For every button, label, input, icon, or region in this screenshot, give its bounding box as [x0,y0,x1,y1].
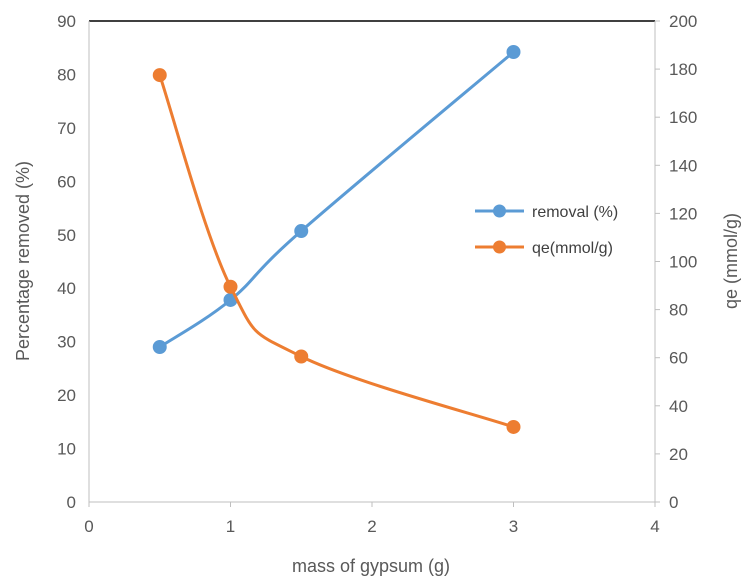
legend-label-qe: qe(mmol/g) [532,240,613,257]
x-tick-label: 1 [226,517,235,536]
y-tick-label: 40 [57,279,76,298]
tick-labels: 0 1 2 3 401020304050607080900204060801001201… [57,12,697,536]
legend: removal (%) qe(mmol/g) [475,204,618,257]
data-point-qe [506,419,521,434]
y-tick-label: 10 [57,440,76,459]
y2-tick-label: 100 [669,253,697,272]
y-tick-label: 20 [57,386,76,405]
y-tick-label: 50 [57,226,76,245]
series-line-removal [158,50,515,349]
data-point-removal [152,340,167,355]
series-layer [152,44,521,434]
y-axis-title: Percentage removed (%) [13,161,33,361]
x-tick-label: 4 [650,517,659,536]
x-tick-label: 3 [509,517,518,536]
legend-marker-removal [493,204,506,218]
y2-tick-label: 80 [669,301,688,320]
data-point-removal [506,44,521,59]
data-point-qe [152,68,167,83]
x-tick-label: 2 [367,517,376,536]
y2-tick-label: 20 [669,445,688,464]
y-tick-label: 60 [57,172,76,191]
y-tick-label: 30 [57,333,76,352]
y-tick-label: 70 [57,119,76,138]
y-tick-label: 90 [57,12,76,31]
y2-tick-label: 200 [669,12,697,31]
y2-tick-label: 120 [669,204,697,223]
data-point-removal [294,224,309,239]
legend-marker-qe [493,240,506,254]
y-tick-label: 80 [57,65,76,84]
data-point-qe [223,279,238,294]
legend-label-removal: removal (%) [532,204,618,221]
y2-tick-label: 60 [669,349,688,368]
series-line-qe [158,73,515,429]
x-tick-label: 0 [84,517,93,536]
data-point-qe [294,349,309,364]
y2-tick-label: 40 [669,397,688,416]
y2-tick-label: 0 [669,493,678,512]
y2-axis-title: qe (mmol/g) [721,213,741,309]
y2-tick-label: 160 [669,108,697,127]
y2-tick-label: 180 [669,60,697,79]
chart-axes [88,20,660,507]
y-tick-label: 0 [67,493,76,512]
y2-tick-label: 140 [669,156,697,175]
x-axis-title: mass of gypsum (g) [292,556,450,576]
